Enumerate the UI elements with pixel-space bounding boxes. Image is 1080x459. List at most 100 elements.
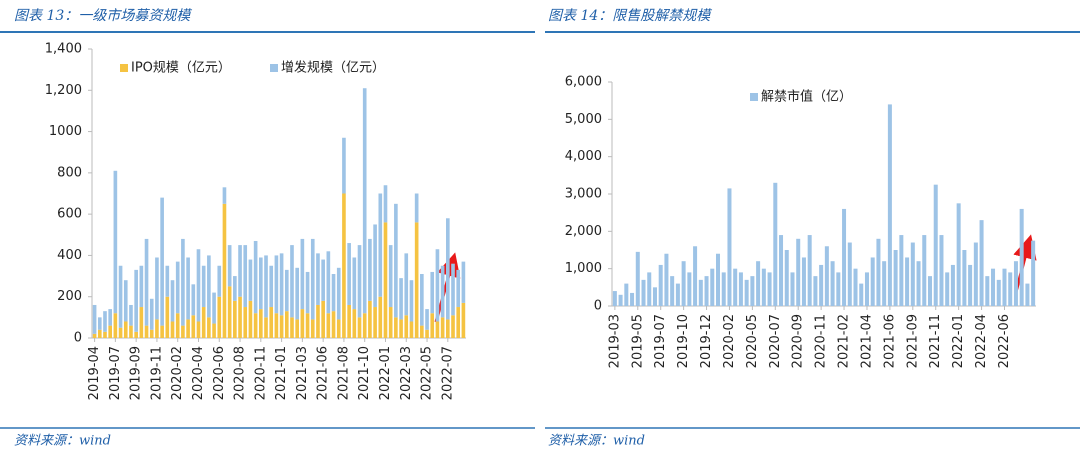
bar [108, 309, 112, 326]
bar [347, 304, 351, 338]
bar [414, 222, 419, 338]
bar [847, 242, 852, 306]
bar [196, 321, 201, 338]
x-tick-label: 2021-06 [316, 346, 331, 400]
x-tick-label: 2022-01 [951, 314, 966, 368]
bar [451, 263, 455, 316]
bar [144, 238, 149, 326]
bar [181, 325, 185, 338]
x-tick-label: 2019-05 [630, 314, 645, 368]
bar [191, 315, 196, 338]
x-tick-label: 2022-05 [420, 346, 435, 400]
bar [612, 291, 617, 306]
bar [681, 261, 686, 306]
bar [675, 283, 680, 306]
bar [222, 203, 227, 338]
bar [290, 245, 294, 318]
legend-label: 解禁市值（亿） [761, 89, 852, 105]
bar [103, 311, 107, 332]
y-tick-label: 1,000 [565, 261, 602, 276]
bar [92, 333, 97, 338]
y-tick-label: 800 [57, 165, 82, 180]
bar [922, 235, 927, 306]
bar [222, 187, 227, 204]
legend-swatch [120, 64, 128, 72]
bar [801, 257, 806, 306]
bar [670, 276, 675, 306]
x-tick-label: 2019-12 [699, 314, 714, 368]
y-tick-label: 600 [57, 207, 82, 222]
legend-label: 增发规模（亿元） [281, 60, 385, 76]
bar [435, 249, 440, 322]
x-tick-label: 2020-02 [722, 314, 737, 368]
bar [181, 238, 185, 326]
x-tick-label: 2021-03 [295, 346, 310, 400]
bar [446, 218, 450, 320]
bar [968, 264, 973, 306]
bar [170, 321, 175, 338]
bar [139, 307, 144, 338]
x-tick-label: 2019-07 [108, 346, 123, 400]
x-tick-label: 2020-04 [191, 346, 206, 400]
bar [295, 267, 299, 320]
bar [368, 300, 372, 338]
bar [97, 329, 102, 338]
bar [933, 184, 938, 306]
bar [430, 271, 435, 314]
bar [836, 272, 841, 306]
bar [149, 329, 154, 338]
bar [956, 203, 961, 306]
bar [316, 253, 320, 305]
x-tick-label: 2019-04 [87, 346, 102, 400]
y-tick-label: 4,000 [565, 149, 602, 164]
bar [305, 271, 310, 314]
bar [404, 315, 409, 338]
bar [813, 276, 818, 306]
bar [698, 279, 703, 306]
x-tick-label: 2021-11 [928, 314, 943, 368]
bar [456, 307, 461, 338]
bar [779, 235, 784, 306]
bar [738, 272, 743, 306]
legend-swatch [270, 64, 278, 72]
bar [269, 265, 274, 308]
bar [155, 319, 159, 338]
bar [1002, 268, 1007, 306]
bar [284, 311, 289, 338]
bar [388, 307, 393, 338]
bar [238, 245, 242, 297]
bar [134, 331, 138, 338]
bar [352, 309, 357, 338]
bar [248, 259, 253, 301]
bar [715, 253, 721, 306]
bar [404, 253, 409, 316]
bar [259, 309, 263, 338]
bar [887, 104, 892, 307]
bar [264, 317, 268, 338]
bar [784, 250, 789, 306]
bar [373, 307, 377, 338]
bar [710, 268, 715, 306]
bar [750, 276, 755, 306]
x-tick-label: 2019-03 [607, 314, 622, 368]
bar [853, 268, 858, 306]
bar [910, 242, 915, 306]
x-tick-label: 2021-08 [336, 346, 351, 400]
bar [108, 325, 112, 338]
bar [201, 265, 206, 308]
bar [819, 264, 824, 306]
bar [399, 278, 403, 320]
bar [425, 329, 429, 338]
bar [641, 279, 646, 306]
bar [342, 137, 346, 194]
bar [876, 238, 881, 306]
y-tick-label: 6,000 [565, 75, 602, 90]
bar [217, 296, 222, 338]
bar [253, 313, 258, 338]
y-tick-label: 0 [74, 331, 82, 346]
bar [378, 296, 383, 338]
bar [991, 268, 996, 306]
bar [149, 298, 154, 330]
x-tick-label: 2021-02 [837, 314, 852, 368]
bar [461, 302, 466, 338]
